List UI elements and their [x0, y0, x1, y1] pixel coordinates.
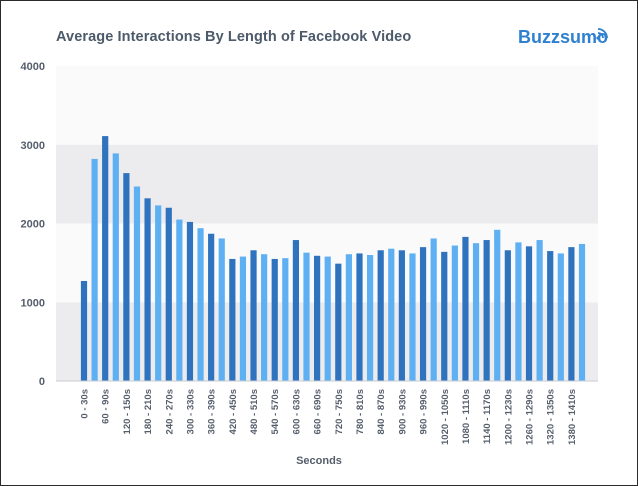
- bar: [451, 245, 458, 381]
- signal-waves-icon: [596, 28, 608, 40]
- bar: [547, 251, 554, 381]
- x-axis-title: Seconds: [296, 455, 342, 467]
- bar: [366, 255, 374, 381]
- x-tick-label: 240 - 270s: [164, 389, 175, 434]
- brand-logo: Buzzsumo: [518, 27, 608, 47]
- bar: [388, 248, 395, 381]
- bar: [91, 158, 98, 381]
- x-tick-label: 180 - 210s: [143, 389, 154, 434]
- bar: [144, 198, 151, 381]
- bar: [441, 251, 448, 381]
- x-tick-label: 1200 - 1230s: [503, 389, 514, 445]
- bar: [165, 207, 172, 381]
- bar: [462, 236, 469, 381]
- bar: [282, 258, 289, 381]
- x-tick-label: 1320 - 1350s: [546, 389, 557, 445]
- bar: [155, 205, 162, 381]
- bar: [112, 153, 119, 381]
- bar: [335, 263, 342, 381]
- x-tick-label: 600 - 630s: [291, 389, 302, 434]
- x-tick-label: 1380 - 1410s: [567, 389, 578, 445]
- bar: [419, 247, 427, 382]
- bar: [186, 221, 194, 381]
- bar: [80, 280, 88, 381]
- bar: [398, 250, 405, 381]
- y-tick-label: 1000: [21, 297, 45, 309]
- bar: [494, 229, 501, 381]
- y-tick-label: 4000: [21, 61, 45, 73]
- bar: [314, 255, 321, 381]
- bar: [239, 256, 247, 381]
- chart-title: Average Interactions By Length of Facebo…: [56, 29, 412, 45]
- x-tick-label: 480 - 510s: [249, 389, 260, 434]
- x-tick-label: 900 - 930s: [397, 389, 408, 434]
- x-tick-label: 420 - 450s: [228, 389, 239, 434]
- bar: [578, 243, 586, 381]
- bar: [536, 240, 543, 381]
- bar: [261, 254, 268, 381]
- x-tick-label: 1080 - 1110s: [461, 389, 472, 444]
- bar: [102, 136, 109, 381]
- y-tick-label: 3000: [21, 140, 45, 152]
- bar: [271, 258, 278, 381]
- bar: [133, 186, 141, 381]
- x-tick-label: 660 - 690s: [313, 389, 324, 434]
- bar: [377, 250, 384, 381]
- bar: [557, 253, 564, 381]
- x-tick-label: 1140 - 1170s: [482, 389, 493, 444]
- bar: [504, 250, 511, 381]
- x-tick-label: 1020 - 1050s: [440, 389, 451, 445]
- bar: [123, 173, 130, 381]
- x-tick-label: 120 - 150s: [122, 389, 133, 434]
- bar: [176, 219, 183, 381]
- bar: [324, 256, 331, 381]
- bar: [292, 240, 300, 381]
- bar: [250, 250, 257, 381]
- bar: [208, 233, 215, 381]
- bar: [568, 247, 575, 382]
- x-tick-label: 540 - 570s: [270, 389, 281, 434]
- bar: [345, 254, 352, 381]
- x-tick-label: 1260 - 1290s: [525, 389, 536, 445]
- bar: [218, 238, 225, 381]
- x-tick-label: 960 - 990s: [419, 389, 430, 434]
- grid-band: [56, 66, 598, 145]
- bar: [229, 258, 236, 381]
- y-tick-label: 2000: [21, 219, 45, 231]
- x-tick-label: 60 - 90s: [101, 389, 112, 424]
- bar: [430, 238, 437, 381]
- x-tick-label: 720 - 750s: [334, 389, 345, 434]
- bar: [472, 243, 480, 381]
- x-tick-label: 300 - 330s: [185, 389, 196, 434]
- x-tick-label: 0 - 30s: [80, 389, 91, 419]
- bar: [525, 246, 533, 381]
- x-tick-label: 840 - 870s: [376, 389, 387, 434]
- bar: [197, 228, 204, 381]
- bar: [356, 253, 363, 381]
- bar: [303, 252, 310, 381]
- y-tick-label: 0: [39, 376, 45, 388]
- x-tick-label: 780 - 810s: [355, 389, 366, 434]
- bar: [483, 240, 490, 381]
- bar: [515, 242, 522, 381]
- bar: [409, 253, 416, 381]
- x-tick-label: 360 - 390s: [207, 389, 218, 434]
